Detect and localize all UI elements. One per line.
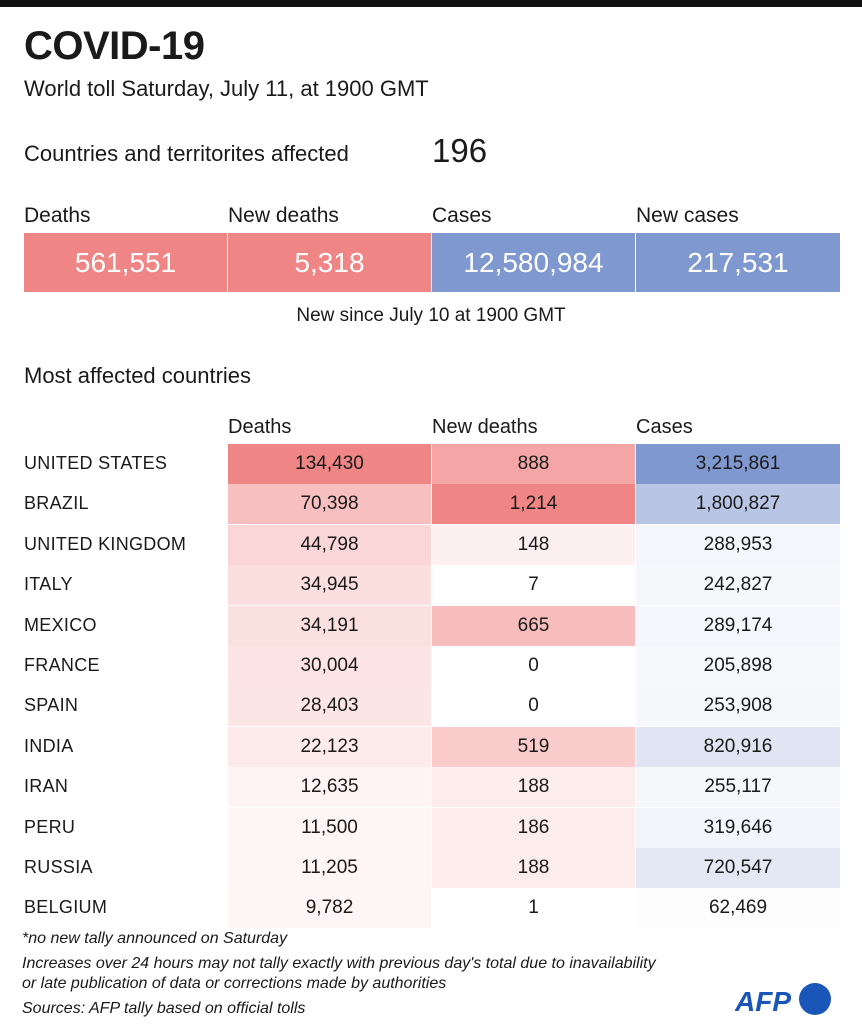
row-country-india: INDIA xyxy=(24,735,74,756)
summary-label-deaths: Deaths xyxy=(24,204,91,227)
row-country-spain: SPAIN xyxy=(24,695,79,716)
afp-logo-text: AFP xyxy=(735,986,791,1017)
cell-new-deaths-united-states: 888 xyxy=(432,444,635,484)
cell-new-deaths-united-kingdom: 148 xyxy=(432,524,635,565)
summary-label-new-cases: New cases xyxy=(636,204,739,227)
cell-cases-russia: 720,547 xyxy=(636,848,840,888)
row-country-italy: ITALY xyxy=(24,574,73,595)
row-country-peru: PERU xyxy=(24,816,76,837)
column-header-cases: Cases xyxy=(636,416,693,438)
afp-logo: AFP xyxy=(735,983,831,1017)
cell-cases-italy: 242,827 xyxy=(636,565,840,606)
countries-label: Countries and territorites affected xyxy=(24,141,349,166)
cell-new-deaths-france: 0 xyxy=(432,646,635,686)
footnote-sources: Sources: AFP tally based on official tol… xyxy=(22,1000,306,1017)
new-since-note: New since July 10 at 1900 GMT xyxy=(296,305,566,326)
cell-new-deaths-italy: 7 xyxy=(432,565,635,606)
cell-cases-brazil: 1,800,827 xyxy=(636,484,840,525)
cell-cases-spain: 253,908 xyxy=(636,686,840,727)
cell-cases-iran: 255,117 xyxy=(636,767,840,808)
row-country-france: FRANCE xyxy=(24,655,100,675)
row-country-russia: RUSSIA xyxy=(24,857,93,877)
cell-cases-united-kingdom: 288,953 xyxy=(636,524,840,565)
cell-new-deaths-mexico: 665 xyxy=(432,605,635,646)
column-header-new-deaths: New deaths xyxy=(432,416,538,438)
cell-deaths-india: 22,123 xyxy=(228,726,431,767)
footnote-increases-2: or late publication of data or correctio… xyxy=(22,975,447,992)
cell-deaths-russia: 11,205 xyxy=(228,848,431,888)
countries-value: 196 xyxy=(432,132,488,169)
cell-new-deaths-brazil: 1,214 xyxy=(432,484,635,525)
cell-cases-peru: 319,646 xyxy=(636,807,840,848)
row-country-iran: IRAN xyxy=(24,776,69,797)
summary-box-new-cases: 217,531 xyxy=(636,233,840,292)
cell-new-deaths-peru: 186 xyxy=(432,807,635,848)
cell-new-deaths-belgium: 1 xyxy=(432,888,635,929)
cell-cases-france: 205,898 xyxy=(636,646,840,686)
summary-box-cases: 12,580,984 xyxy=(432,233,635,292)
afp-logo-circle xyxy=(799,983,831,1015)
row-country-united-states: UNITED STATES xyxy=(24,453,168,473)
column-header-deaths: Deaths xyxy=(228,416,292,438)
summary-box-deaths: 561,551 xyxy=(24,233,227,292)
cell-deaths-united-kingdom: 44,798 xyxy=(228,524,431,565)
cell-new-deaths-spain: 0 xyxy=(432,686,635,727)
cell-cases-india: 820,916 xyxy=(636,726,840,767)
footnote-increases-1: Increases over 24 hours may not tally ex… xyxy=(22,955,656,972)
footnote-tally: *no new tally announced on Saturday xyxy=(22,930,288,947)
cell-deaths-mexico: 34,191 xyxy=(228,605,431,646)
row-country-belgium: BELGIUM xyxy=(24,897,108,918)
cell-new-deaths-russia: 188 xyxy=(432,848,635,888)
summary-label-new-deaths: New deaths xyxy=(228,204,339,227)
cell-cases-belgium: 62,469 xyxy=(636,888,840,929)
table-title: Most affected countries xyxy=(24,363,252,388)
cell-deaths-brazil: 70,398 xyxy=(228,484,431,525)
row-country-mexico: MEXICO xyxy=(24,614,97,635)
row-country-brazil: BRAZIL xyxy=(24,493,89,514)
page-title: COVID-19 xyxy=(24,24,205,68)
summary-label-cases: Cases xyxy=(432,204,492,227)
cell-deaths-france: 30,004 xyxy=(228,646,431,686)
cell-cases-united-states: 3,215,861 xyxy=(636,444,840,484)
cell-new-deaths-india: 519 xyxy=(432,726,635,767)
cell-deaths-peru: 11,500 xyxy=(228,807,431,848)
cell-new-deaths-iran: 188 xyxy=(432,767,635,808)
cell-deaths-spain: 28,403 xyxy=(228,686,431,727)
cell-cases-mexico: 289,174 xyxy=(636,605,840,646)
cell-deaths-iran: 12,635 xyxy=(228,767,431,808)
summary-box-new-deaths: 5,318 xyxy=(228,233,431,292)
row-country-united-kingdom: UNITED KINGDOM xyxy=(24,533,187,554)
top-bar xyxy=(0,0,862,7)
cell-deaths-italy: 34,945 xyxy=(228,565,431,606)
cell-deaths-united-states: 134,430 xyxy=(228,444,431,484)
page-subtitle: World toll Saturday, July 11, at 1900 GM… xyxy=(24,76,429,101)
cell-deaths-belgium: 9,782 xyxy=(228,888,431,929)
